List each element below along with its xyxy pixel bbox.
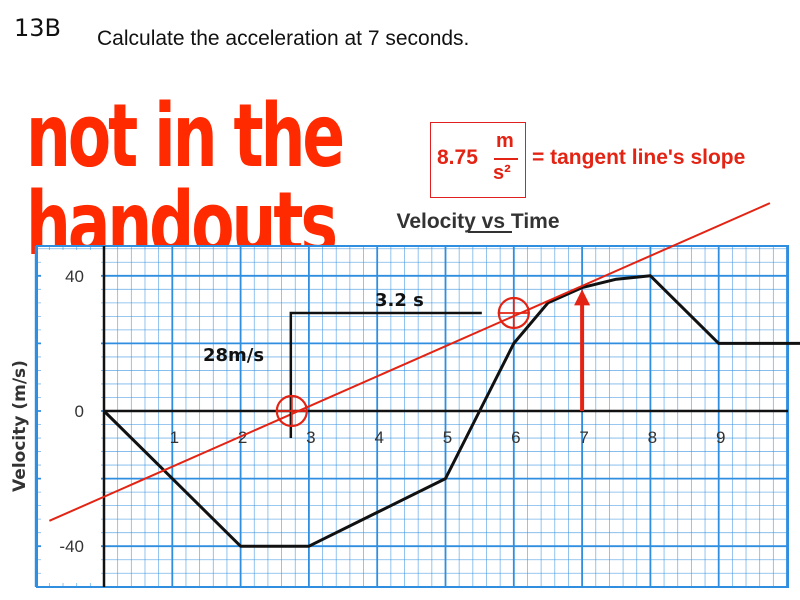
- stamp-text-line-1: not in the: [26, 84, 345, 187]
- arrow-head: [574, 289, 591, 306]
- rise-label: 28m/s: [203, 345, 264, 366]
- y-tick-label: 40: [65, 267, 84, 286]
- x-tick-label: 7: [579, 428, 588, 447]
- tick-labels: 1 2 3 4 5 6 7 8 9 40 0 -40: [59, 267, 725, 556]
- problem-number: 13B: [14, 14, 62, 42]
- x-tick-label: 4: [374, 428, 383, 447]
- slope-value-box: [430, 122, 526, 198]
- tangent-line: [48, 202, 771, 522]
- velocity-series-line: [102, 274, 800, 548]
- plot-frame: [36, 245, 789, 588]
- y-tick-label-backing: [41, 250, 101, 583]
- x-tick-label: 1: [170, 428, 179, 447]
- slope-unit-numerator: m: [496, 130, 514, 152]
- series-layer: [48, 202, 800, 548]
- x-tick-label: 6: [511, 428, 520, 447]
- slope-unit-denominator: s²: [493, 162, 511, 184]
- run-label: 3.2 s: [375, 290, 424, 311]
- slope-equation-text: = tangent line's slope: [532, 146, 746, 169]
- slope-value: 8.75: [437, 146, 478, 169]
- x-tick-label: 3: [306, 428, 315, 447]
- point-b-marker: [497, 296, 530, 330]
- axes: [102, 246, 788, 587]
- y-tick-label: -40: [59, 537, 84, 556]
- chart-title: Velocity vs Time: [396, 210, 559, 233]
- annotation-layer: [275, 289, 591, 438]
- slope-unit-fraction-bar: [494, 158, 518, 160]
- point-a-marker: [275, 394, 308, 428]
- y-axis-label: Velocity (m/s): [10, 360, 30, 492]
- y-tick-label: 0: [75, 402, 84, 421]
- problem-question: Calculate the acceleration at 7 seconds.: [97, 27, 470, 50]
- x-tick-label: 5: [443, 428, 452, 447]
- x-tick-label: 9: [716, 428, 725, 447]
- x-tick-label: 8: [648, 428, 657, 447]
- x-tick-label: 2: [238, 428, 247, 447]
